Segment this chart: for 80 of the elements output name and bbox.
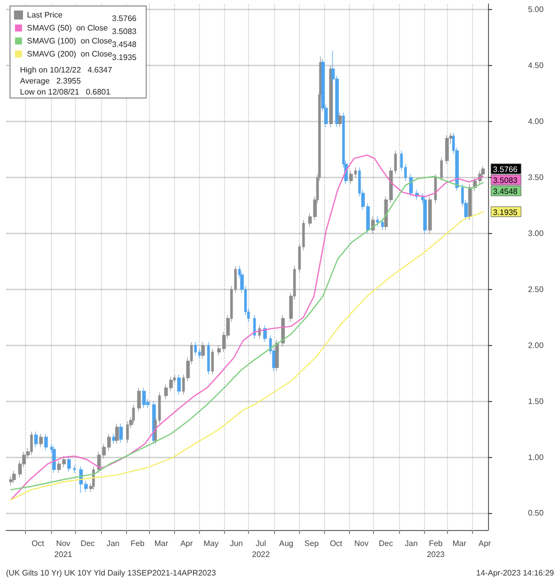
y-tick-label: 0.50 xyxy=(528,508,544,518)
candlestick xyxy=(30,431,33,456)
candlestick xyxy=(275,339,279,372)
legend-label: Last Price xyxy=(27,10,64,20)
legend-label: SMAVG (50) on Close xyxy=(27,24,108,32)
x-tick-label: Aug xyxy=(279,539,294,548)
candlestick xyxy=(440,157,443,182)
data-label: 3.5083 xyxy=(493,176,518,185)
candlestick xyxy=(207,342,210,375)
candlestick xyxy=(34,431,38,448)
text: (UK Gilts 10 Yr) UK 10Y Yld Daily 13SEP2021-14APR2023 xyxy=(6,568,216,578)
candlestick xyxy=(253,314,256,339)
x-tick-label: Jun xyxy=(230,539,243,548)
x-tick-label: Dec xyxy=(80,539,95,548)
text: 3.5083 xyxy=(112,27,136,36)
candlestick xyxy=(194,342,197,356)
candlestick xyxy=(445,134,449,164)
candlestick xyxy=(44,433,48,451)
candlestick xyxy=(115,423,119,444)
candlestick xyxy=(349,170,353,184)
candlestick xyxy=(211,348,214,375)
annotation: High on 10/12/22 4.6347 xyxy=(20,66,113,74)
legend-label: SMAVG (200) on Close xyxy=(27,50,113,58)
candlestick xyxy=(142,388,146,408)
candlestick xyxy=(112,433,116,444)
text: 3.5766 xyxy=(112,14,136,23)
candlestick xyxy=(132,404,135,424)
x-tick-label: Feb xyxy=(130,539,145,548)
data-label: 3.1935 xyxy=(493,208,518,217)
candlestick xyxy=(39,433,43,448)
y-tick-label: 1.00 xyxy=(528,452,544,462)
x-tick-label: Apr xyxy=(478,539,492,548)
candlestick xyxy=(263,324,267,342)
candlestick xyxy=(338,112,342,128)
y-tick-label: 3.50 xyxy=(528,172,544,182)
annotation: Low on 12/08/21 0.6801 xyxy=(20,88,111,96)
x-tick-label: Mar xyxy=(154,539,168,548)
candlestick xyxy=(137,388,141,412)
y-tick-label: 4.00 xyxy=(528,117,544,126)
x-tick-label: Mar xyxy=(452,539,467,548)
x-tick-label: Oct xyxy=(32,539,45,548)
text: 3.1935 xyxy=(112,53,136,62)
x-tick-label: Oct xyxy=(330,539,344,548)
y-tick-label: 4.50 xyxy=(528,61,544,70)
candlestick xyxy=(73,464,76,474)
x-tick-label: Jan xyxy=(106,539,120,548)
x-tick-label: Jul 2022 xyxy=(252,539,270,559)
candlestick xyxy=(126,421,129,444)
candlestick xyxy=(409,174,413,197)
candlestick xyxy=(376,216,379,228)
annotation: 3.5766 xyxy=(493,164,518,174)
x-tick-label: Sep xyxy=(304,539,320,548)
candlestick xyxy=(67,456,71,472)
candlestick xyxy=(434,174,437,204)
x-tick-label: Jan xyxy=(404,539,418,548)
text: 14-Apr-2023 14:16:29 xyxy=(476,568,555,578)
candlestick xyxy=(177,374,181,395)
x-tick-label: Nov 2021 xyxy=(54,539,73,559)
annotation: Average 2.3955 xyxy=(20,76,82,86)
data-label: 3.4548 xyxy=(493,186,518,196)
x-tick-label: Feb 2023 xyxy=(426,539,446,559)
text: 3.4548 xyxy=(112,40,136,49)
x-tick-label: Apr xyxy=(180,539,194,548)
x-tick-label: Dec xyxy=(378,539,393,548)
y-tick-label: 2.00 xyxy=(528,340,544,350)
y-tick-label: 5.00 xyxy=(528,5,544,14)
candlestick xyxy=(201,342,205,360)
x-tick-label: Nov xyxy=(354,539,368,548)
candlestick xyxy=(468,184,472,220)
candlestick xyxy=(119,423,123,444)
candlestick xyxy=(12,470,16,484)
y-tick-label: 3.00 xyxy=(528,228,544,238)
candlestick xyxy=(423,196,427,234)
y-tick-label: 2.50 xyxy=(528,284,544,294)
candlestick xyxy=(428,196,432,234)
x-tick-label: May xyxy=(203,539,219,548)
candlestick xyxy=(381,218,384,230)
y-tick-label: 1.50 xyxy=(528,396,544,406)
legend-label: SMAVG (100) on Close xyxy=(27,36,113,46)
candlestick xyxy=(52,446,56,474)
